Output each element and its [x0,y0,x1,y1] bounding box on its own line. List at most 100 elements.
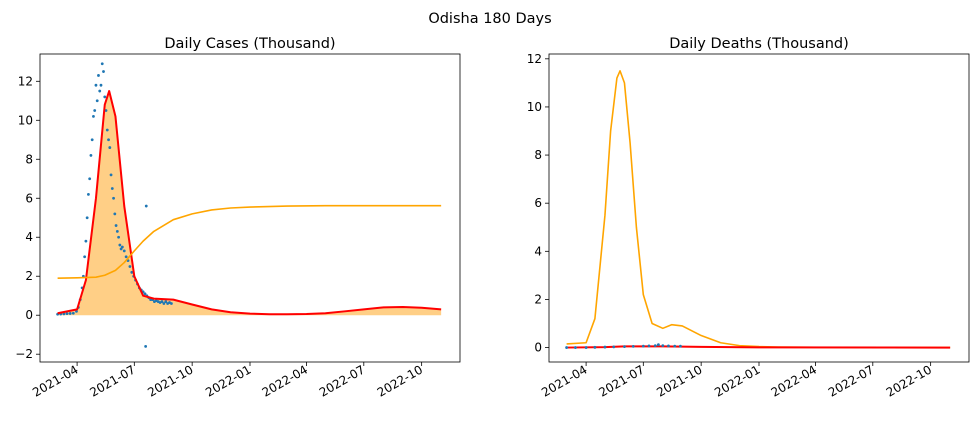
data-point [113,212,117,216]
data-point [653,344,657,348]
data-point [647,344,651,348]
data-point [130,270,134,274]
x-tick-label: 2022-04 [769,362,819,399]
data-point [83,255,87,259]
data-point [102,70,105,73]
data-point [97,74,100,77]
data-point [657,343,660,347]
data-point [584,346,588,349]
data-point [160,300,164,303]
y-tick-label: 2 [534,292,542,306]
x-tick-label: 2022-10 [375,362,425,399]
data-point [98,89,102,93]
y-tick-label: −2 [15,347,33,361]
data-point [112,196,115,200]
data-point [68,312,72,315]
x-tick-label: 2021-04 [539,362,589,399]
daily-cases-chart: Daily Cases (Thousand) −2 0 2 4 6 8 10 12 2021-0… [15,36,461,400]
series-line-0 [566,70,951,349]
data-point [87,192,90,196]
y-tick-label: 4 [25,230,33,244]
x-tick-label: 2022-01 [203,362,253,399]
plot-area [565,70,951,349]
x-tick-label: 2021-04 [30,362,80,399]
data-point [162,302,166,305]
data-point [164,300,168,303]
data-point [84,239,88,243]
data-point [593,345,597,349]
data-point [108,146,112,149]
y-tick-label: 8 [25,152,33,166]
data-point [88,177,92,181]
y-tick-label: 12 [18,74,33,88]
y-tick-label: 10 [527,100,542,114]
data-point [565,346,569,349]
figure-suptitle: Odisha 180 Days [428,11,551,27]
data-point [89,153,93,157]
data-point [122,249,126,253]
data-point [104,109,108,112]
data-point [65,312,69,316]
data-point [95,99,99,103]
data-point [124,255,128,259]
y-tick-label: 0 [25,308,33,322]
data-point [99,83,103,87]
data-point [115,229,119,233]
series-line-1 [57,90,442,316]
data-point [120,245,124,249]
data-point [109,173,113,177]
y-tick-label: 10 [18,113,33,127]
x-tick-label: 2022-07 [826,362,876,399]
data-point [71,311,75,315]
y-tick-label: 0 [534,341,542,355]
data-point [92,114,95,118]
data-point [641,344,645,348]
data-point [94,83,98,87]
data-point [612,345,616,349]
data-point [679,344,682,348]
data-point [85,216,89,220]
data-point [574,346,577,349]
data-point [667,344,670,348]
data-point [93,109,97,112]
y-tick-label: 12 [527,52,542,66]
data-point [603,345,607,349]
chart-title: Daily Cases (Thousand) [164,36,335,52]
data-point [631,344,635,348]
data-point [143,292,147,296]
data-point [90,138,94,142]
y-tick-label: 4 [534,244,542,258]
daily-deaths-chart: Daily Deaths (Thousand) 0 2 4 6 8 10 12 2021-04… [527,36,970,400]
series-line-2 [57,204,442,279]
x-tick-label: 2022-04 [260,362,310,399]
y-tick-label: 6 [534,196,542,210]
chart-title: Daily Deaths (Thousand) [669,36,849,52]
data-point [110,187,114,190]
axes-frame [548,53,970,363]
x-tick-label: 2021-10 [145,362,195,399]
filled-area [57,91,442,316]
data-point [673,344,677,348]
data-point [100,62,104,66]
data-point [623,345,626,348]
data-point [661,344,665,348]
x-tick-label: 2021-07 [87,362,137,399]
data-point [144,345,148,348]
x-tick-label: 2022-10 [884,362,934,399]
data-point [128,265,132,268]
x-tick-label: 2021-07 [596,362,646,399]
x-tick-label: 2022-01 [712,362,762,399]
y-tick-label: 2 [25,269,33,283]
y-tick-label: 8 [534,148,542,162]
data-point [118,243,122,247]
data-point [117,235,120,239]
data-point [105,128,109,132]
plot-area [56,62,442,348]
data-point [107,138,110,142]
x-tick-label: 2022-07 [317,362,367,399]
data-point [114,224,118,227]
x-tick-label: 2021-10 [654,362,704,399]
y-tick-label: 6 [25,191,33,205]
data-point [103,95,107,99]
